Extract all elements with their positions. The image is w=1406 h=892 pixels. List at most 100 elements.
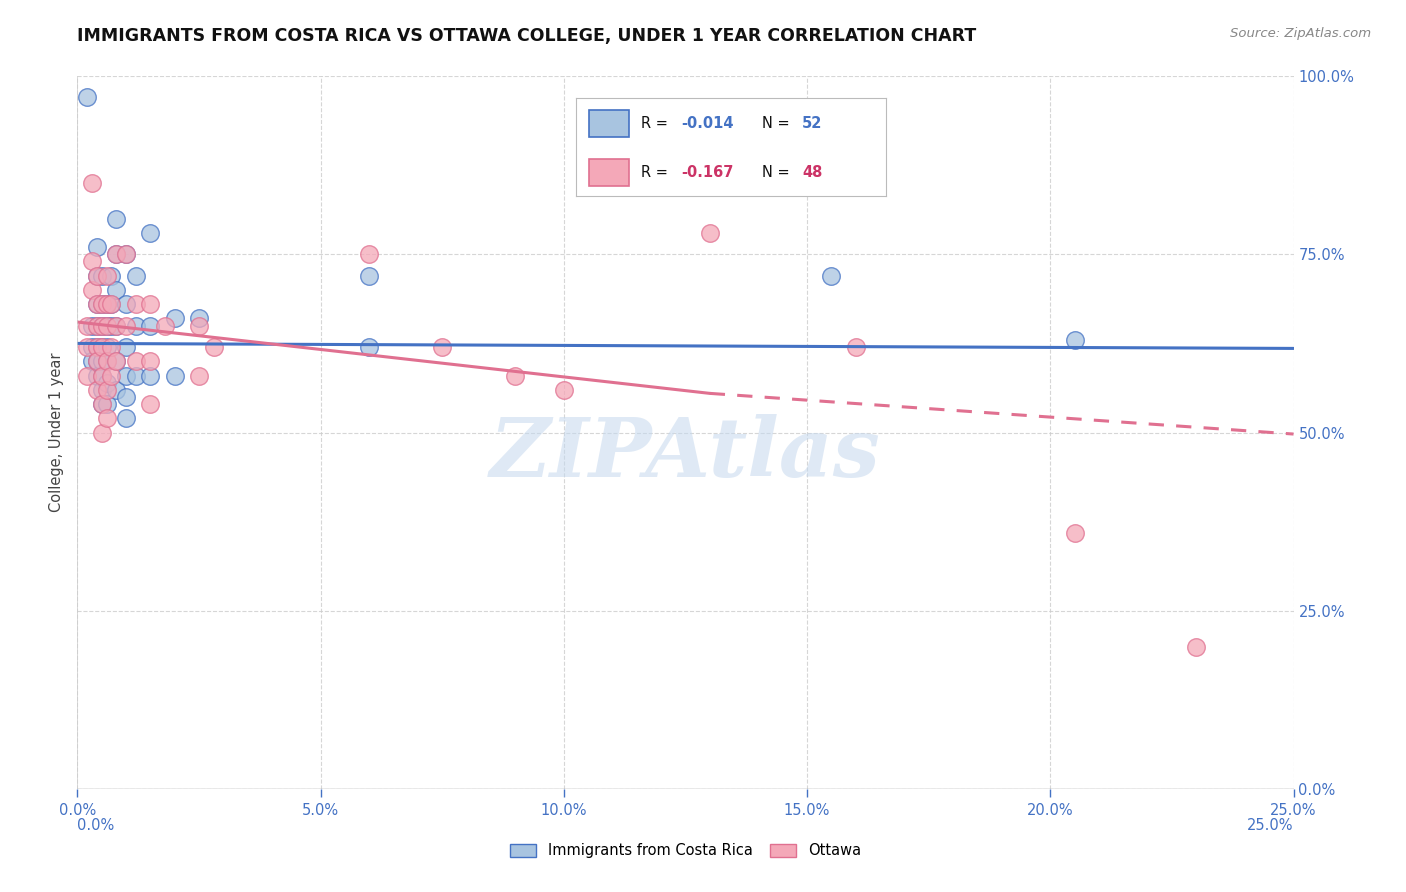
Point xyxy=(86,297,108,311)
Point xyxy=(105,383,128,397)
Point xyxy=(86,368,108,383)
Point xyxy=(153,318,176,333)
Point xyxy=(86,354,108,368)
Point xyxy=(96,383,118,397)
Point xyxy=(105,318,128,333)
FancyBboxPatch shape xyxy=(589,159,628,186)
Text: N =: N = xyxy=(762,116,794,131)
Point xyxy=(96,376,118,390)
Point xyxy=(80,176,103,190)
Point xyxy=(86,318,108,333)
Point xyxy=(96,297,118,311)
Point xyxy=(163,311,186,326)
Point xyxy=(96,411,118,425)
Point xyxy=(90,340,112,354)
Point xyxy=(139,297,162,311)
Point xyxy=(96,354,118,368)
Point xyxy=(100,297,122,311)
Point xyxy=(115,390,138,404)
Text: -0.014: -0.014 xyxy=(682,116,734,131)
Point xyxy=(86,383,108,397)
Point xyxy=(163,368,186,383)
Text: ZIPAtlas: ZIPAtlas xyxy=(489,414,882,494)
Point xyxy=(139,354,162,368)
Point xyxy=(115,340,138,354)
Point xyxy=(80,283,103,297)
Point xyxy=(188,311,211,326)
Point xyxy=(80,254,103,268)
Point xyxy=(115,247,138,261)
Text: Source: ZipAtlas.com: Source: ZipAtlas.com xyxy=(1230,27,1371,40)
Text: IMMIGRANTS FROM COSTA RICA VS OTTAWA COLLEGE, UNDER 1 YEAR CORRELATION CHART: IMMIGRANTS FROM COSTA RICA VS OTTAWA COL… xyxy=(77,27,977,45)
Text: -0.167: -0.167 xyxy=(682,165,734,180)
FancyBboxPatch shape xyxy=(589,110,628,137)
Point xyxy=(125,318,148,333)
Point xyxy=(100,268,122,283)
Point xyxy=(105,283,128,297)
Point xyxy=(76,90,98,104)
Point xyxy=(139,318,162,333)
Legend: Immigrants from Costa Rica, Ottawa: Immigrants from Costa Rica, Ottawa xyxy=(503,838,868,864)
Point xyxy=(90,354,112,368)
Point xyxy=(86,340,108,354)
Point xyxy=(115,247,138,261)
Point xyxy=(86,340,108,354)
Text: N =: N = xyxy=(762,165,794,180)
Point xyxy=(105,247,128,261)
Point xyxy=(359,268,381,283)
Point xyxy=(432,340,454,354)
Point xyxy=(188,318,211,333)
Point xyxy=(86,318,108,333)
Point xyxy=(96,318,118,333)
Point xyxy=(1063,525,1085,540)
Text: 48: 48 xyxy=(803,165,823,180)
Point xyxy=(96,318,118,333)
Point xyxy=(125,268,148,283)
Point xyxy=(96,397,118,411)
Point xyxy=(115,411,138,425)
Point xyxy=(96,340,118,354)
Point xyxy=(139,226,162,240)
Point xyxy=(105,211,128,226)
Point xyxy=(86,297,108,311)
Point xyxy=(80,318,103,333)
Point xyxy=(76,368,98,383)
Point xyxy=(96,268,118,283)
Point xyxy=(139,397,162,411)
Point xyxy=(90,425,112,440)
Text: R =: R = xyxy=(641,116,673,131)
Point xyxy=(90,297,112,311)
Point xyxy=(96,354,118,368)
Point xyxy=(1063,333,1085,347)
Text: 52: 52 xyxy=(803,116,823,131)
Text: 0.0%: 0.0% xyxy=(77,818,114,832)
Point xyxy=(96,297,118,311)
Point xyxy=(845,340,868,354)
Point xyxy=(100,318,122,333)
Point xyxy=(86,354,108,368)
Point xyxy=(105,354,128,368)
Y-axis label: College, Under 1 year: College, Under 1 year xyxy=(49,353,65,512)
Point xyxy=(1185,640,1208,654)
Point xyxy=(202,340,225,354)
Point xyxy=(553,383,575,397)
Point xyxy=(115,368,138,383)
Point xyxy=(105,354,128,368)
Point xyxy=(90,268,112,283)
Point xyxy=(90,383,112,397)
Point xyxy=(100,297,122,311)
Point xyxy=(80,340,103,354)
Point xyxy=(105,247,128,261)
Point xyxy=(90,340,112,354)
Point xyxy=(125,354,148,368)
Point xyxy=(86,268,108,283)
Point xyxy=(76,340,98,354)
Point xyxy=(90,397,112,411)
Point xyxy=(188,368,211,383)
Point xyxy=(86,268,108,283)
Point xyxy=(115,297,138,311)
Point xyxy=(90,368,112,383)
Point xyxy=(90,297,112,311)
Point xyxy=(105,318,128,333)
Point xyxy=(820,268,842,283)
